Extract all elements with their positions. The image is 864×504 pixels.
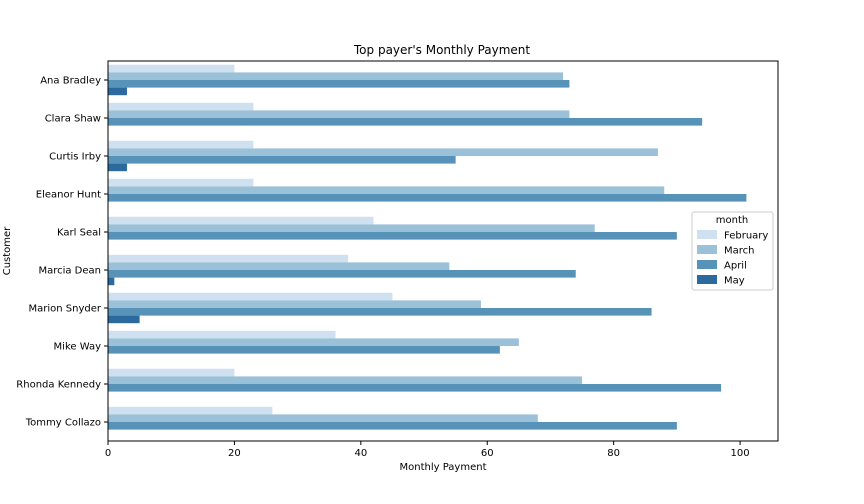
bar-march-rhonda-kennedy (108, 376, 583, 384)
y-axis-label: Customer (2, 226, 13, 275)
bar-february-rhonda-kennedy (108, 368, 235, 377)
bar-april-rhonda-kennedy (108, 384, 722, 392)
bar-may-marion-snyder (108, 315, 140, 324)
bar-march-marion-snyder (108, 300, 481, 308)
chart-title: Top payer's Monthly Payment (353, 43, 531, 57)
bar-february-tommy-collazo (108, 406, 273, 415)
x-tick-label: 0 (105, 448, 111, 459)
bar-february-karl-seal (108, 216, 374, 225)
legend-items: February March April May (697, 230, 768, 287)
y-tick-label: Ana Bradley (40, 76, 101, 87)
y-tick-label: Marion Snyder (29, 304, 102, 315)
bar-march-clara-shaw (108, 110, 570, 118)
bar-march-curtis-irby (108, 148, 658, 156)
bar-april-marcia-dean (108, 270, 576, 278)
x-tick-label: 60 (481, 448, 494, 459)
bars-group (108, 64, 747, 430)
bar-march-marcia-dean (108, 262, 450, 270)
bar-may-curtis-irby (108, 163, 127, 172)
legend-swatch-february (697, 230, 717, 239)
y-axis-ticks: Ana Bradley Clara Shaw Curtis Irby Eleanor … (16, 76, 108, 429)
x-axis-label: Monthly Payment (400, 462, 487, 473)
legend-swatch-march (697, 245, 717, 254)
legend-title: month (716, 215, 748, 226)
legend: month February March April May (691, 211, 774, 291)
legend-label-april: April (724, 261, 747, 272)
y-tick-label: Mike Way (54, 342, 102, 353)
x-axis-ticks: 0 20 40 60 80 100 (105, 441, 750, 459)
bar-april-tommy-collazo (108, 422, 677, 430)
x-tick-label: 80 (607, 448, 620, 459)
bar-march-tommy-collazo (108, 414, 538, 422)
bar-march-karl-seal (108, 224, 595, 232)
y-tick-label: Marcia Dean (38, 266, 101, 277)
bar-february-clara-shaw (108, 102, 254, 111)
y-tick-label: Tommy Collazo (25, 418, 101, 429)
bar-may-ana-bradley (108, 87, 127, 96)
y-tick-label: Karl Seal (57, 228, 101, 239)
y-tick-label: Eleanor Hunt (36, 190, 101, 201)
bar-april-karl-seal (108, 232, 677, 240)
bar-february-ana-bradley (108, 64, 235, 73)
plot-frame (107, 60, 779, 442)
legend-label-february: February (724, 231, 768, 242)
y-tick-label: Curtis Irby (49, 152, 101, 163)
legend-swatch-may (697, 275, 717, 284)
bar-march-ana-bradley (108, 72, 564, 80)
bar-april-ana-bradley (108, 80, 570, 88)
bar-april-clara-shaw (108, 118, 703, 126)
bar-march-eleanor-hunt (108, 186, 665, 194)
bar-march-mike-way (108, 338, 519, 346)
bar-february-marcia-dean (108, 254, 349, 263)
bar-february-eleanor-hunt (108, 178, 254, 187)
bar-february-curtis-irby (108, 140, 254, 149)
x-tick-label: 40 (354, 448, 367, 459)
bar-april-curtis-irby (108, 156, 456, 164)
bar-april-eleanor-hunt (108, 194, 747, 202)
y-tick-label: Rhonda Kennedy (16, 380, 101, 391)
x-tick-label: 100 (731, 448, 750, 459)
x-tick-label: 20 (228, 448, 241, 459)
legend-label-may: May (724, 276, 745, 287)
bar-may-marcia-dean (108, 277, 115, 286)
legend-label-march: March (724, 246, 754, 257)
y-tick-label: Clara Shaw (45, 114, 101, 125)
bar-february-marion-snyder (108, 292, 393, 301)
legend-swatch-april (697, 260, 717, 269)
bar-april-mike-way (108, 346, 500, 354)
bar-april-marion-snyder (108, 308, 652, 316)
bar-february-mike-way (108, 330, 336, 339)
